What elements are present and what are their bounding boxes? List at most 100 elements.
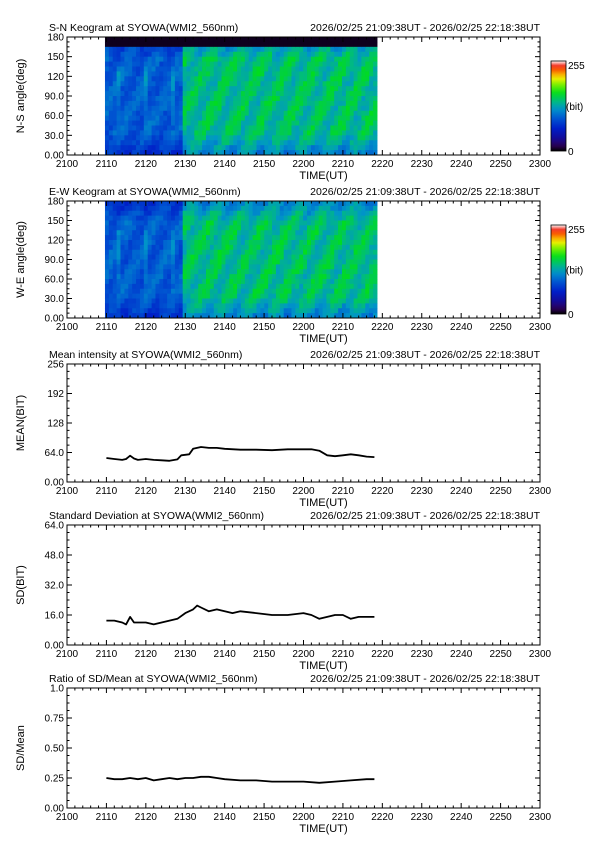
keogram-cell xyxy=(209,56,215,63)
keogram-cell xyxy=(136,230,141,236)
keogram-cell xyxy=(338,115,343,122)
x-tick-label: 2120 xyxy=(135,159,158,170)
keogram-cell xyxy=(307,205,312,212)
keogram-cell xyxy=(194,279,199,285)
keogram-cell xyxy=(318,279,324,285)
keogram-cell xyxy=(143,288,149,295)
keogram-cell xyxy=(365,71,370,77)
keogram-cell xyxy=(353,288,359,295)
keogram-cell xyxy=(182,56,188,63)
keogram-cell xyxy=(240,51,246,58)
keogram-cell xyxy=(194,46,199,53)
keogram-cell xyxy=(116,66,122,72)
keogram-cell xyxy=(108,308,114,314)
keogram-cell xyxy=(349,283,355,290)
keogram-cell xyxy=(369,244,374,251)
keogram-cell xyxy=(338,130,343,136)
keogram-cell xyxy=(307,264,312,270)
keogram-cell xyxy=(369,274,374,280)
keogram-cell xyxy=(349,205,355,212)
x-tick-label: 2300 xyxy=(529,486,552,497)
keogram-cell xyxy=(334,283,339,290)
keogram-cell xyxy=(361,76,366,82)
keogram-cell xyxy=(338,76,343,82)
keogram-cell xyxy=(205,81,211,87)
keogram-cell xyxy=(264,254,269,261)
keogram-cell xyxy=(186,81,191,87)
keogram-cell xyxy=(307,235,312,241)
keogram-cell xyxy=(365,140,370,146)
keogram-cell xyxy=(120,303,125,309)
keogram-cell xyxy=(272,110,277,117)
keogram-cell xyxy=(124,220,129,226)
keogram-cell xyxy=(229,76,234,82)
x-tick-label: 2130 xyxy=(174,486,197,497)
keogram-cell xyxy=(213,66,219,72)
keogram-cell xyxy=(233,51,238,58)
keogram-cell xyxy=(178,41,184,48)
keogram-cell xyxy=(264,244,269,251)
keogram-cell xyxy=(198,220,203,226)
keogram-cell xyxy=(240,244,246,251)
keogram-cell xyxy=(229,115,234,122)
keogram-cell xyxy=(318,76,324,82)
keogram-cell xyxy=(279,135,285,141)
keogram-cell xyxy=(167,71,172,77)
keogram-cell xyxy=(104,274,110,280)
keogram-cell xyxy=(221,81,226,87)
keogram-cell xyxy=(307,96,312,102)
keogram-cell xyxy=(268,220,273,226)
keogram-cell xyxy=(275,303,281,309)
keogram-cell xyxy=(217,269,223,275)
keogram-cell xyxy=(182,283,188,290)
keogram-cell xyxy=(182,230,188,236)
keogram-cell xyxy=(132,76,137,82)
keogram-cell xyxy=(124,259,129,265)
keogram-cell xyxy=(272,91,277,97)
keogram-cell xyxy=(139,225,145,231)
keogram-cell xyxy=(314,91,320,97)
keogram-cell xyxy=(303,96,308,102)
keogram-cell xyxy=(194,293,199,300)
keogram-cell xyxy=(128,71,133,77)
x-axis-label: TIME(UT) xyxy=(299,333,347,345)
keogram-cell xyxy=(295,215,300,222)
keogram-cell xyxy=(139,283,145,290)
keogram-cell xyxy=(314,283,320,290)
keogram-cell xyxy=(229,244,234,251)
keogram-cell xyxy=(163,264,168,270)
keogram-cell xyxy=(202,303,207,309)
keogram-cell xyxy=(116,100,122,107)
keogram-cell xyxy=(322,71,327,77)
keogram-cell xyxy=(244,61,250,67)
keogram-cell xyxy=(314,259,320,265)
keogram-cell xyxy=(279,283,285,290)
keogram-cell xyxy=(310,135,316,141)
keogram-cell xyxy=(349,66,355,72)
keogram-cell xyxy=(341,140,347,146)
keogram-cell xyxy=(272,235,277,241)
keogram-cell xyxy=(345,46,351,53)
keogram-cell xyxy=(349,235,355,241)
keogram-cell xyxy=(198,135,203,141)
keogram-cell xyxy=(209,110,215,117)
keogram-cell xyxy=(275,220,281,226)
keogram-cell xyxy=(322,259,327,265)
keogram-cell xyxy=(338,235,343,241)
keogram-cell xyxy=(124,145,129,151)
keogram-cell xyxy=(124,303,129,309)
keogram-cell xyxy=(209,71,215,77)
keogram-cell xyxy=(357,61,362,67)
keogram-cell xyxy=(205,115,211,122)
keogram-cell xyxy=(151,201,156,207)
keogram-cell xyxy=(334,303,339,309)
keogram-cell xyxy=(104,86,110,92)
keogram-cell xyxy=(264,140,269,146)
panel-title: Ratio of SD/Mean at SYOWA(WMI2_560nm) xyxy=(49,673,258,685)
keogram-cell xyxy=(373,225,378,231)
keogram-cell xyxy=(260,66,265,72)
keogram-cell xyxy=(240,225,246,231)
keogram-cell xyxy=(104,244,110,251)
keogram-cell xyxy=(221,210,226,217)
keogram-cell xyxy=(213,230,219,236)
